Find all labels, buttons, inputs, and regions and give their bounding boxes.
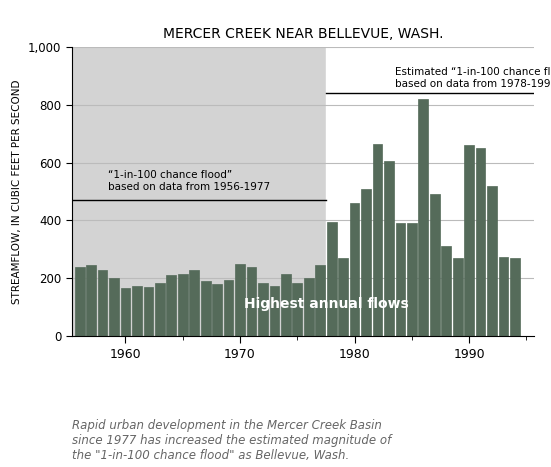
Bar bbox=[441, 247, 451, 336]
Bar bbox=[304, 278, 314, 336]
Bar bbox=[327, 222, 337, 336]
Bar bbox=[75, 267, 84, 336]
Bar bbox=[87, 265, 96, 336]
Bar bbox=[487, 186, 497, 336]
Bar bbox=[453, 258, 463, 336]
Bar bbox=[361, 189, 371, 336]
Text: Highest annual flows: Highest annual flows bbox=[244, 297, 408, 311]
Bar bbox=[201, 281, 210, 336]
Bar bbox=[384, 161, 394, 336]
Bar bbox=[143, 287, 153, 336]
Bar bbox=[407, 223, 417, 336]
Bar bbox=[510, 258, 520, 336]
Bar bbox=[224, 280, 234, 336]
Bar bbox=[476, 148, 485, 336]
Bar bbox=[430, 194, 440, 336]
Y-axis label: STREAMFLOW, IN CUBIC FEET PER SECOND: STREAMFLOW, IN CUBIC FEET PER SECOND bbox=[12, 79, 22, 304]
Bar bbox=[190, 269, 199, 336]
Bar bbox=[464, 145, 474, 336]
Bar bbox=[326, 47, 534, 336]
Bar bbox=[338, 258, 348, 336]
Bar bbox=[293, 283, 302, 336]
Bar bbox=[121, 289, 131, 336]
Bar bbox=[109, 278, 119, 336]
Text: Estimated “1-in-100 chance flood”
based on data from 1978-1994: Estimated “1-in-100 chance flood” based … bbox=[395, 67, 551, 89]
Bar bbox=[258, 283, 268, 336]
Title: MERCER CREEK NEAR BELLEVUE, WASH.: MERCER CREEK NEAR BELLEVUE, WASH. bbox=[163, 28, 444, 42]
Bar bbox=[178, 274, 188, 336]
Bar bbox=[350, 203, 359, 336]
Text: Rapid urban development in the Mercer Creek Basin
since 1977 has increased the e: Rapid urban development in the Mercer Cr… bbox=[72, 419, 391, 462]
Bar bbox=[212, 284, 222, 336]
Bar bbox=[247, 267, 256, 336]
Text: “1-in-100 chance flood”
based on data from 1956-1977: “1-in-100 chance flood” based on data fr… bbox=[109, 170, 271, 192]
Bar bbox=[98, 269, 107, 336]
Bar bbox=[72, 47, 326, 336]
Bar bbox=[499, 256, 509, 336]
Bar bbox=[235, 264, 245, 336]
Bar bbox=[281, 274, 291, 336]
Bar bbox=[269, 285, 279, 336]
Bar bbox=[166, 276, 176, 336]
Bar bbox=[396, 223, 406, 336]
Bar bbox=[372, 144, 382, 336]
Bar bbox=[155, 283, 165, 336]
Bar bbox=[132, 285, 142, 336]
Bar bbox=[315, 265, 325, 336]
Bar bbox=[418, 99, 428, 336]
